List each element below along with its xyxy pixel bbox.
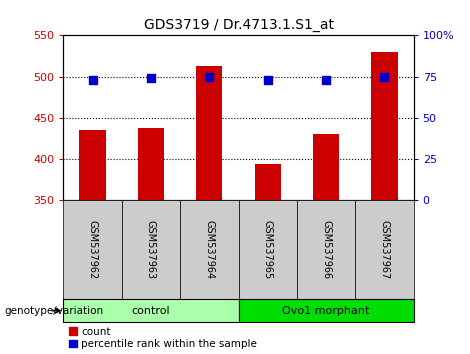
Bar	[239, 200, 297, 299]
Bar	[63, 200, 122, 299]
Point	[264, 77, 272, 83]
Text: GSM537967: GSM537967	[379, 220, 390, 279]
Point	[381, 74, 388, 79]
Bar	[371, 52, 398, 200]
Text: GSM537965: GSM537965	[263, 220, 273, 279]
Bar	[63, 299, 238, 322]
Bar	[196, 66, 222, 200]
Bar	[355, 200, 414, 299]
Text: GSM537966: GSM537966	[321, 220, 331, 279]
Bar	[122, 200, 180, 299]
Bar	[313, 134, 339, 200]
Bar	[255, 164, 281, 200]
Point	[322, 77, 330, 83]
Text: GSM537962: GSM537962	[87, 220, 98, 279]
Bar	[297, 200, 355, 299]
Legend: count, percentile rank within the sample: count, percentile rank within the sample	[69, 327, 257, 349]
Text: genotype/variation: genotype/variation	[5, 306, 104, 316]
Text: GSM537963: GSM537963	[146, 220, 156, 279]
Text: Ovo1 morphant: Ovo1 morphant	[282, 306, 370, 316]
Bar	[79, 130, 106, 200]
Point	[205, 74, 213, 79]
Text: GSM537964: GSM537964	[204, 220, 214, 279]
Bar	[239, 299, 414, 322]
Title: GDS3719 / Dr.4713.1.S1_at: GDS3719 / Dr.4713.1.S1_at	[143, 18, 334, 32]
Point	[89, 77, 96, 83]
Text: control: control	[132, 306, 170, 316]
Point	[147, 75, 155, 81]
Bar	[180, 200, 238, 299]
Bar	[138, 127, 164, 200]
